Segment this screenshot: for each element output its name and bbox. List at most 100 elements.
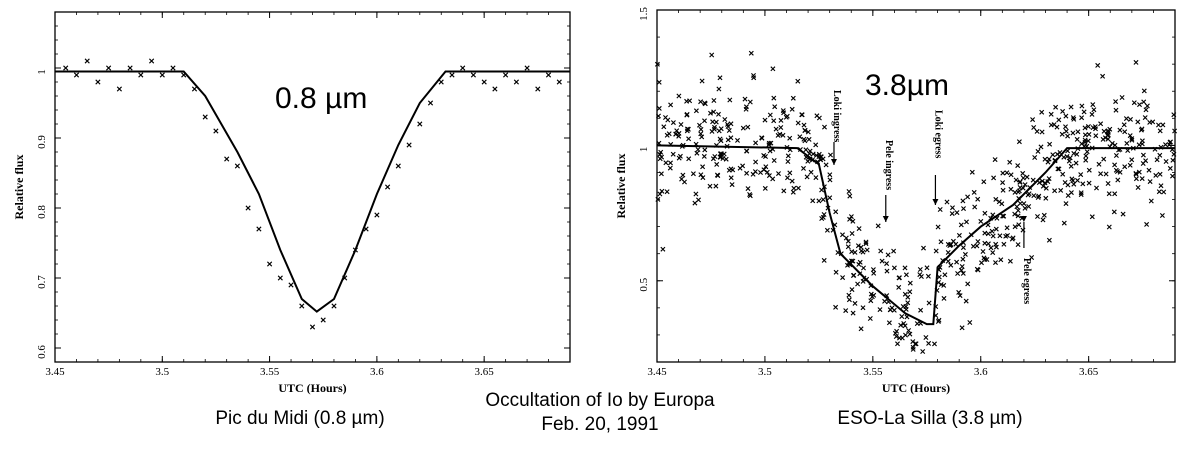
annotation-arrowhead <box>932 199 939 205</box>
data-point <box>1157 171 1163 177</box>
data-point <box>948 262 954 268</box>
data-point <box>1047 141 1053 147</box>
data-point <box>990 212 996 218</box>
data-point <box>149 58 155 64</box>
data-point <box>896 284 902 290</box>
data-point <box>1012 224 1018 230</box>
data-point <box>374 212 380 218</box>
data-point <box>761 167 767 173</box>
data-point <box>857 259 863 265</box>
data-point <box>937 207 943 212</box>
data-point <box>1031 125 1037 130</box>
data-point <box>1068 190 1074 196</box>
chart-title: 3.8µm <box>865 69 949 102</box>
data-point <box>1007 258 1013 264</box>
data-point <box>1079 115 1085 121</box>
data-point <box>181 72 187 78</box>
data-point <box>969 169 975 175</box>
data-point <box>938 239 944 245</box>
data-point <box>663 160 669 166</box>
data-point <box>759 135 765 141</box>
data-point <box>1117 127 1123 133</box>
data-point <box>224 156 230 162</box>
data-point <box>975 239 981 244</box>
data-point <box>846 292 852 298</box>
data-point <box>918 307 924 313</box>
data-point <box>795 78 801 84</box>
data-point <box>1105 181 1111 186</box>
data-point <box>1015 208 1021 213</box>
data-point <box>1013 177 1019 183</box>
data-point <box>868 291 874 297</box>
data-point <box>545 72 552 78</box>
data-point <box>1093 133 1099 139</box>
data-point <box>907 289 913 295</box>
data-point <box>84 58 90 64</box>
data-point <box>858 248 864 254</box>
data-point <box>1082 139 1088 145</box>
data-point <box>1170 157 1176 163</box>
x-tick-label: 3.55 <box>260 366 280 378</box>
data-point <box>891 265 897 271</box>
data-point <box>661 124 667 130</box>
data-point <box>1156 122 1161 128</box>
data-point <box>1158 183 1164 189</box>
data-point <box>1113 99 1119 105</box>
data-point <box>1022 182 1028 188</box>
data-point <box>1086 167 1092 173</box>
data-point <box>1082 132 1088 138</box>
data-point <box>744 148 750 154</box>
data-point <box>818 154 824 160</box>
data-point <box>702 101 708 107</box>
data-point <box>1106 191 1112 197</box>
data-point <box>852 300 858 306</box>
data-point <box>882 298 888 304</box>
data-point <box>948 242 954 248</box>
data-point <box>944 199 950 205</box>
data-point <box>897 335 902 341</box>
data-point <box>1170 173 1175 179</box>
data-point <box>684 126 690 132</box>
data-point <box>686 156 692 162</box>
data-point <box>833 269 839 275</box>
data-point <box>1090 102 1096 108</box>
data-point <box>868 283 874 289</box>
data-point <box>658 171 664 177</box>
data-point <box>1089 214 1095 220</box>
data-point <box>1058 187 1064 193</box>
data-point <box>827 177 833 183</box>
data-point <box>342 275 348 281</box>
chart-left: 3.45 3.5 3.55 3.6 3.65 0.6 0.7 0.8 0.9 1 UTC (Hour… <box>12 11 571 395</box>
data-point <box>784 113 790 119</box>
data-point <box>1042 180 1048 186</box>
data-point <box>886 320 892 326</box>
data-point <box>801 165 806 171</box>
data-point <box>1105 128 1111 134</box>
data-point <box>1020 170 1026 176</box>
data-point <box>729 182 735 188</box>
data-point <box>106 65 112 71</box>
data-point <box>827 195 833 201</box>
data-point <box>1128 116 1133 122</box>
data-point <box>958 267 964 273</box>
data-point <box>964 219 969 225</box>
y-tick-label: 0.6 <box>36 345 48 359</box>
data-point <box>982 230 988 236</box>
data-point <box>849 287 855 293</box>
data-point <box>1140 152 1146 158</box>
data-point <box>790 189 796 195</box>
data-point <box>1022 205 1028 211</box>
data-point <box>1061 220 1067 226</box>
data-point <box>692 200 698 206</box>
data-point <box>861 275 867 281</box>
data-point <box>990 250 996 256</box>
annotation-arrowhead <box>1020 216 1027 222</box>
data-point <box>687 98 693 104</box>
data-point <box>1113 107 1119 113</box>
data-point <box>771 158 777 163</box>
data-point <box>960 240 966 246</box>
data-point <box>863 239 869 245</box>
data-point <box>1036 193 1042 199</box>
data-point <box>773 126 779 132</box>
data-point <box>778 117 784 123</box>
